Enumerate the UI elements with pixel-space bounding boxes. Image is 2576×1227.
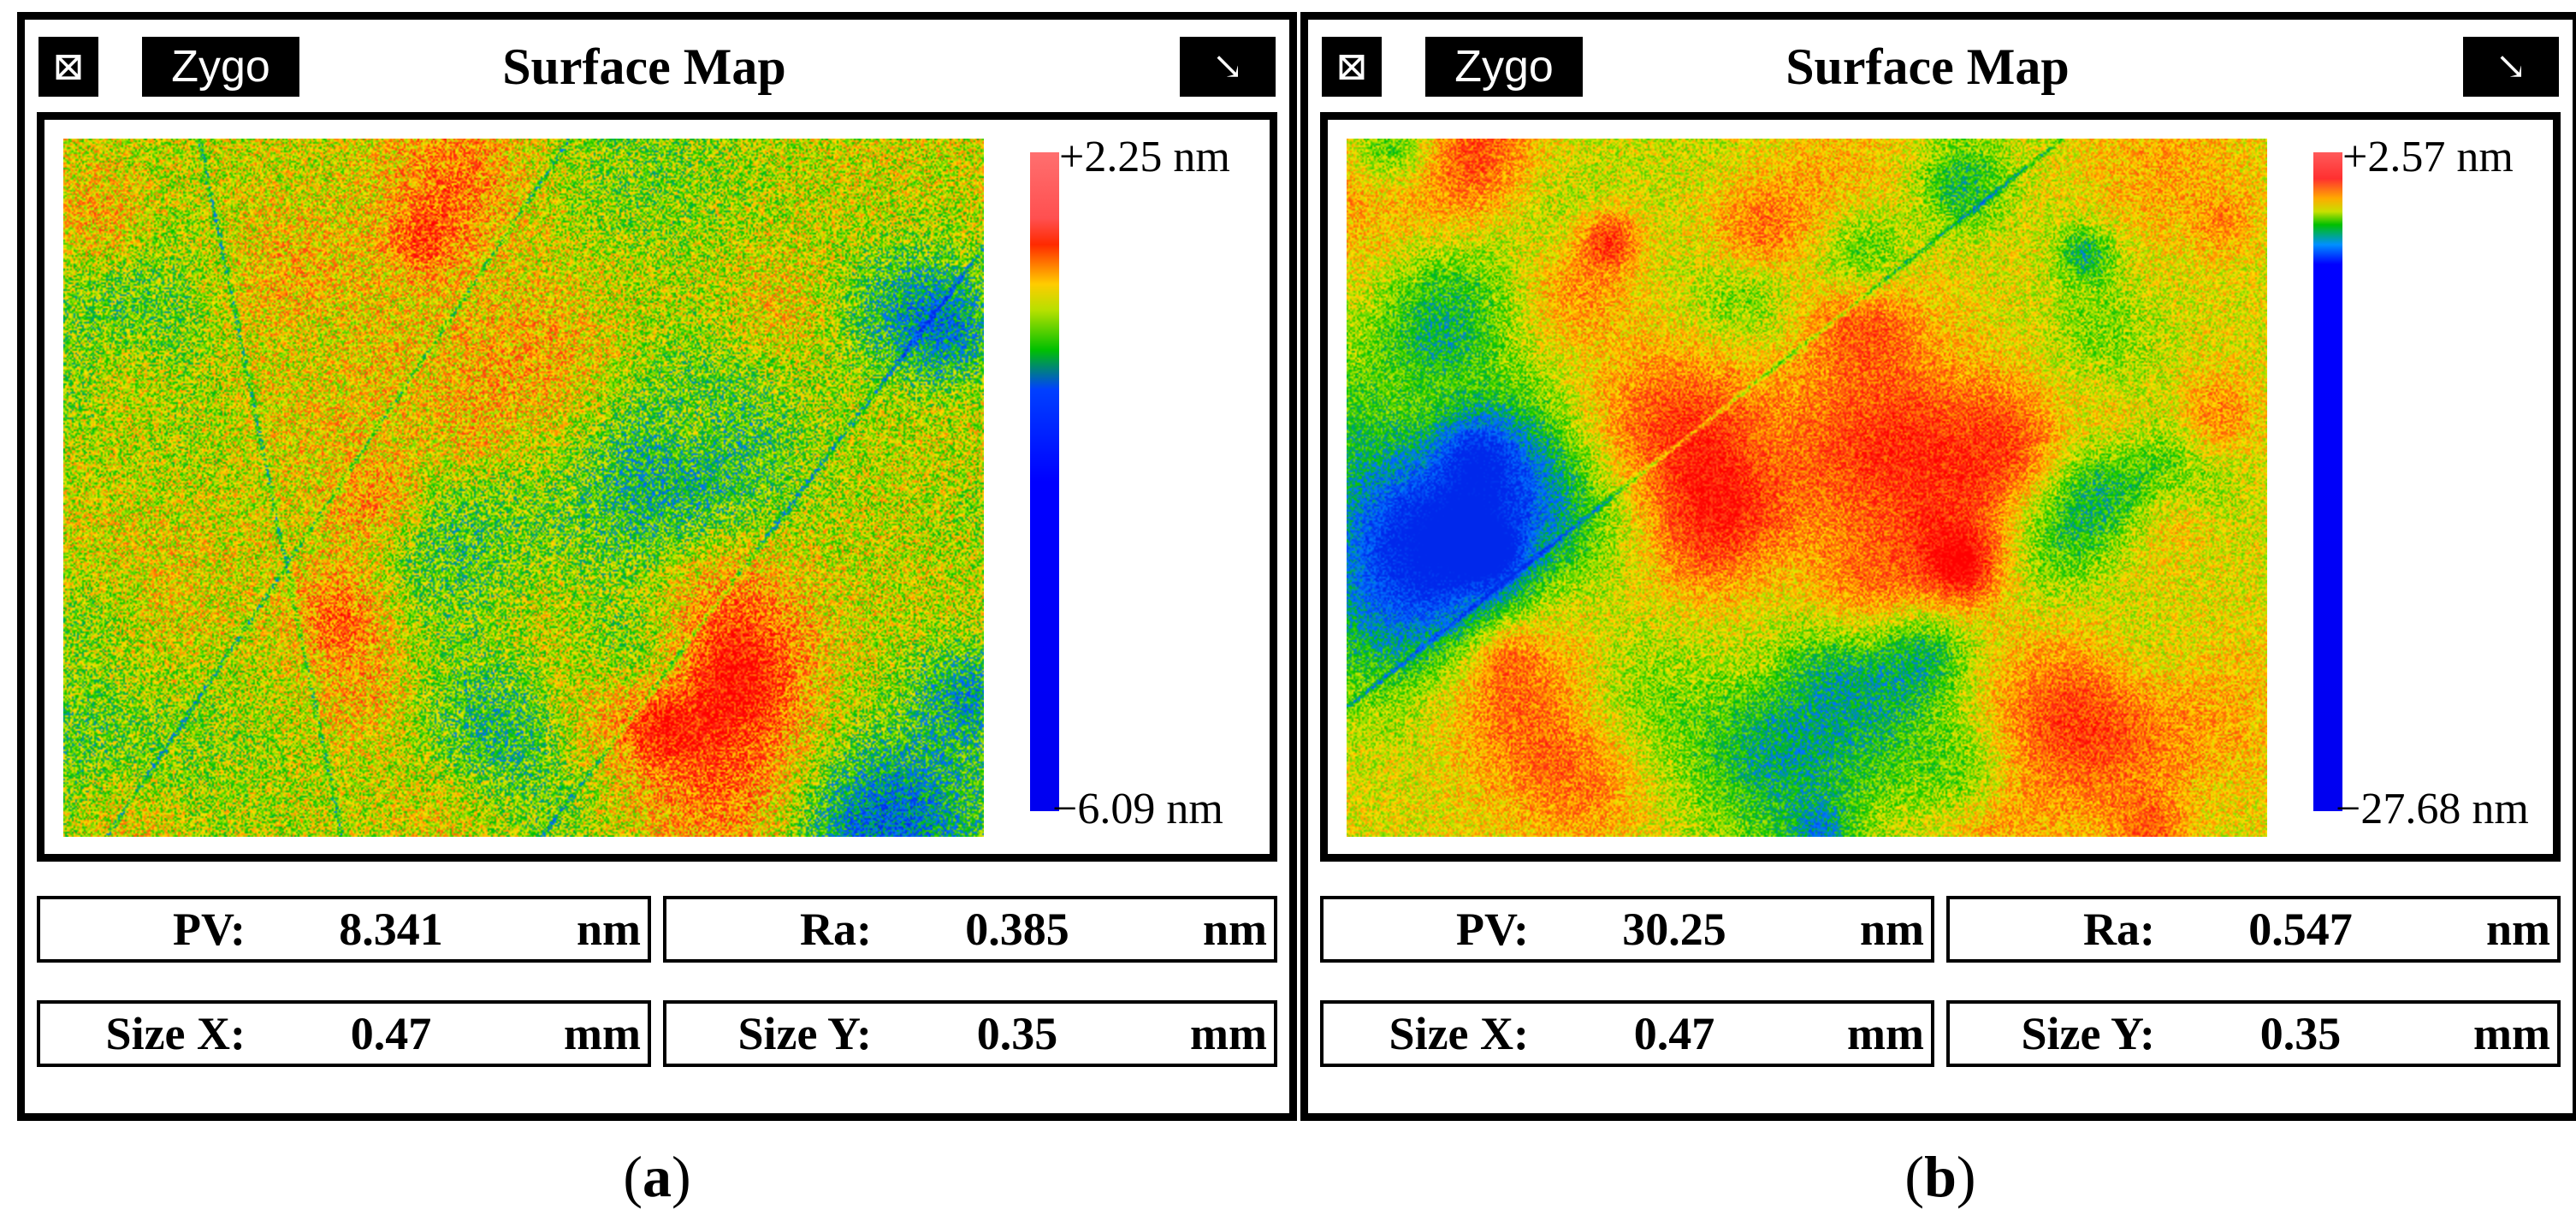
- colorbar: [2313, 152, 2342, 811]
- surface-map-window-b: ⊠ Zygo Surface Map ↘ +2.57 nm −27.68 nm …: [1300, 12, 2576, 1121]
- stat-value: 0.47: [350, 1008, 432, 1059]
- stat-size-x: Size X: 0.47 mm: [1320, 1000, 1934, 1067]
- colorbar-max-label: +2.57 nm: [2342, 133, 2514, 181]
- stat-value: 0.547: [2248, 904, 2353, 955]
- stat-pv: PV: 8.341 nm: [37, 896, 651, 963]
- stat-size-x: Size X: 0.47 mm: [37, 1000, 651, 1067]
- expand-button[interactable]: ↘: [2463, 37, 2559, 97]
- close-button[interactable]: ⊠: [38, 37, 98, 97]
- stat-label: PV:: [172, 904, 246, 955]
- stat-value: 30.25: [1622, 904, 1726, 955]
- window-title: Surface Map: [1785, 39, 2070, 95]
- colorbar-max-label: +2.25 nm: [1059, 133, 1230, 181]
- stat-label: Size X:: [1389, 1008, 1529, 1059]
- stat-label: Ra:: [800, 904, 872, 955]
- colorbar-min-label: −6.09 nm: [1052, 785, 1223, 833]
- close-icon: ⊠: [51, 44, 86, 88]
- stat-label: Size X:: [105, 1008, 246, 1059]
- stat-label: Size Y:: [2021, 1008, 2156, 1059]
- resize-arrow-icon: ↘: [2495, 45, 2527, 87]
- stat-size-y: Size Y: 0.35 mm: [663, 1000, 1277, 1067]
- stat-value: 0.385: [965, 904, 1069, 955]
- title-bar: ⊠ Zygo Surface Map ↘: [1320, 32, 2561, 105]
- caption-a: (a): [623, 1144, 691, 1209]
- brand-label: Zygo: [142, 37, 299, 97]
- surface-map-window-a: ⊠ Zygo Surface Map ↘ +2.25 nm −6.09 nm P…: [17, 12, 1297, 1121]
- stat-unit: nm: [1859, 904, 1924, 955]
- stat-unit: nm: [2485, 904, 2550, 955]
- stat-size-y: Size Y: 0.35 mm: [1946, 1000, 2561, 1067]
- colorbar-gradient: [1030, 152, 1059, 811]
- close-icon: ⊠: [1335, 44, 1369, 88]
- stat-unit: mm: [2473, 1008, 2550, 1059]
- stat-ra: Ra: 0.385 nm: [663, 896, 1277, 963]
- colorbar: [1030, 152, 1059, 811]
- stat-label: PV:: [1455, 904, 1529, 955]
- stat-value: 0.35: [976, 1008, 1058, 1059]
- stat-value: 0.35: [2259, 1008, 2342, 1059]
- resize-arrow-icon: ↘: [1211, 45, 1244, 87]
- stat-label: Ra:: [2083, 904, 2155, 955]
- stat-unit: nm: [1202, 904, 1267, 955]
- caption-b: (b): [1904, 1144, 1976, 1209]
- brand-label: Zygo: [1425, 37, 1583, 97]
- stat-unit: mm: [1847, 1008, 1924, 1059]
- stat-label: Size Y:: [737, 1008, 873, 1059]
- stat-unit: mm: [564, 1008, 641, 1059]
- colorbar-min-label: −27.68 nm: [2336, 785, 2529, 833]
- stat-unit: mm: [1190, 1008, 1267, 1059]
- stat-unit: nm: [576, 904, 641, 955]
- stat-value: 8.341: [339, 904, 443, 955]
- close-button[interactable]: ⊠: [1322, 37, 1382, 97]
- surface-height-map: [1347, 139, 2267, 837]
- window-title: Surface Map: [502, 39, 786, 95]
- expand-button[interactable]: ↘: [1180, 37, 1276, 97]
- stat-ra: Ra: 0.547 nm: [1946, 896, 2561, 963]
- surface-map-plot: +2.57 nm −27.68 nm: [1320, 112, 2561, 862]
- surface-height-map: [63, 139, 984, 837]
- title-bar: ⊠ Zygo Surface Map ↘: [37, 32, 1277, 105]
- stat-pv: PV: 30.25 nm: [1320, 896, 1934, 963]
- colorbar-gradient: [2313, 152, 2342, 811]
- surface-map-plot: +2.25 nm −6.09 nm: [37, 112, 1277, 862]
- stat-value: 0.47: [1633, 1008, 1715, 1059]
